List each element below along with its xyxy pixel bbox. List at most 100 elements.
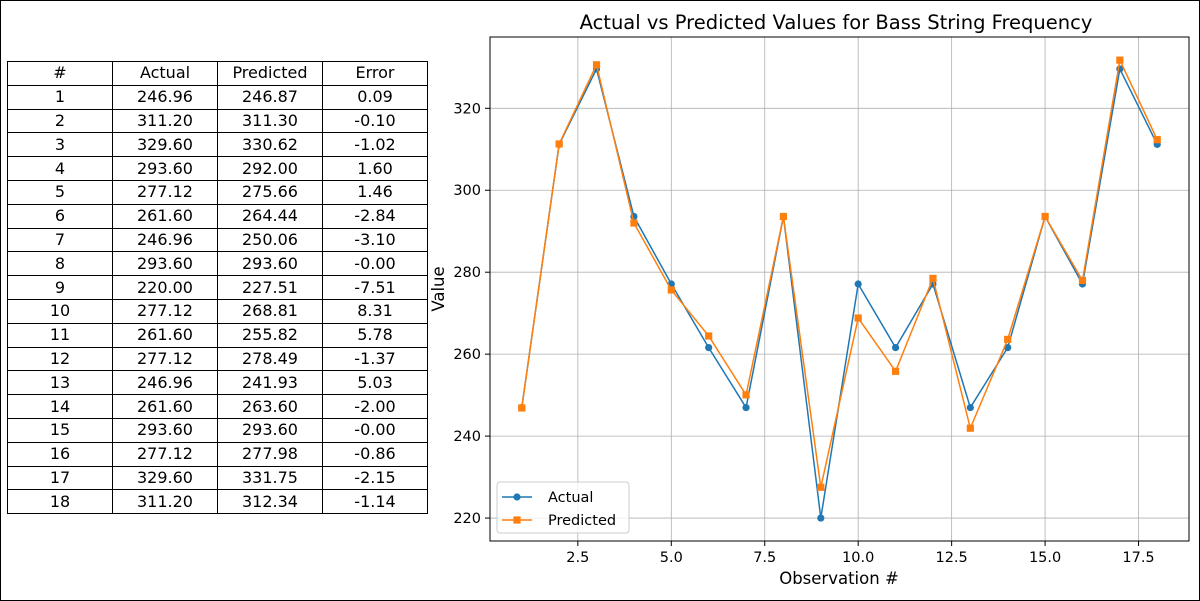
table-row: 7 246.96 250.06 -3.10 (7, 227, 428, 253)
legend-label-predicted: Predicted (548, 513, 616, 529)
cell-error: 5.03 (322, 370, 428, 396)
cell-index: 18 (7, 489, 113, 515)
cell-predicted: 241.93 (217, 370, 323, 396)
cell-predicted: 278.49 (217, 346, 323, 372)
data-point-predicted (592, 61, 601, 69)
data-point-actual (742, 403, 750, 412)
cell-index: 17 (7, 465, 113, 491)
cell-predicted: 275.66 (217, 179, 323, 205)
cell-predicted: 330.62 (217, 132, 323, 158)
header-actual: Actual (112, 61, 218, 86)
cell-actual: 277.12 (112, 179, 218, 205)
table-row: 3 329.60 330.62 -1.02 (7, 132, 428, 158)
cell-predicted: 255.82 (217, 322, 323, 348)
table-row: 16 277.12 277.98 -0.86 (7, 441, 428, 467)
chart-title: Actual vs Predicted Values for Bass Stri… (580, 11, 1093, 34)
cell-index: 10 (7, 298, 113, 324)
legend: Actual Predicted (496, 481, 630, 534)
cell-error: -0.86 (322, 441, 428, 467)
cell-index: 13 (7, 370, 113, 396)
y-tick-label: 320 (453, 101, 481, 117)
data-point-predicted (929, 274, 937, 282)
x-axis-label: Observation # (779, 569, 899, 588)
cell-actual: 293.60 (112, 156, 218, 181)
cell-error: -3.10 (322, 227, 428, 253)
cell-predicted: 277.98 (217, 441, 323, 467)
x-tick-label: 17.5 (1122, 550, 1154, 566)
cell-predicted: 292.00 (217, 156, 323, 181)
cell-actual: 261.60 (112, 394, 218, 419)
plot-area (489, 36, 1190, 542)
data-point-predicted (817, 483, 825, 491)
legend-marker-predicted (513, 516, 521, 524)
cell-error: 0.09 (322, 84, 428, 110)
cell-actual: 261.60 (112, 203, 218, 229)
data-point-predicted (891, 367, 900, 375)
data-point-actual (1004, 343, 1012, 352)
cell-actual: 311.20 (112, 489, 218, 515)
data-point-actual (854, 280, 862, 288)
data-point-predicted (1078, 276, 1087, 285)
table-header-row: # Actual Predicted Error (7, 61, 428, 86)
data-point-actual (705, 343, 713, 352)
cell-predicted: 264.44 (217, 203, 323, 229)
cell-predicted: 293.60 (217, 417, 323, 443)
cell-actual: 246.96 (112, 227, 218, 253)
cell-index: 4 (7, 156, 113, 181)
data-point-actual (817, 514, 825, 522)
table-row: 14 261.60 263.60 -2.00 (7, 394, 428, 419)
table-row: 2 311.20 311.30 -0.10 (7, 108, 428, 134)
series-line-actual (521, 66, 1158, 519)
data-point-actual (891, 343, 900, 352)
cell-error: 1.60 (322, 156, 428, 181)
cell-index: 8 (7, 251, 113, 277)
y-tick-label: 240 (453, 429, 481, 445)
legend-label-actual: Actual (548, 490, 593, 506)
data-point-predicted (1116, 56, 1124, 64)
cell-index: 6 (7, 203, 113, 229)
cell-error: -1.02 (322, 132, 428, 158)
y-tick-label: 300 (453, 183, 481, 199)
cell-index: 3 (7, 132, 113, 158)
cell-actual: 220.00 (112, 275, 218, 300)
series-line-predicted (521, 57, 1158, 488)
cell-predicted: 311.30 (217, 108, 323, 134)
data-point-predicted (630, 219, 638, 227)
cell-error: -0.10 (322, 108, 428, 134)
table-row: 15 293.60 293.60 -0.00 (7, 417, 428, 443)
data-point-predicted (667, 286, 675, 294)
table-row: 8 293.60 293.60 -0.00 (7, 251, 428, 277)
table-row: 17 329.60 331.75 -2.15 (7, 465, 428, 491)
data-point-actual (966, 403, 974, 412)
data-point-predicted (1153, 136, 1161, 144)
x-tick-label: 5.0 (660, 550, 683, 566)
cell-predicted: 263.60 (217, 394, 323, 419)
cell-index: 12 (7, 346, 113, 372)
x-tick-label: 12.5 (935, 550, 967, 566)
legend-marker-actual (513, 493, 521, 501)
table-row: 4 293.60 292.00 1.60 (7, 156, 428, 181)
cell-predicted: 250.06 (217, 227, 323, 253)
data-point-predicted (1041, 212, 1049, 221)
table-row: 6 261.60 264.44 -2.84 (7, 203, 428, 229)
cell-actual: 277.12 (112, 298, 218, 324)
cell-error: 1.46 (322, 179, 428, 205)
cell-actual: 311.20 (112, 108, 218, 134)
data-point-predicted (854, 314, 862, 322)
data-point-predicted (1004, 335, 1012, 343)
data-point-predicted (779, 212, 788, 221)
cell-error: 8.31 (322, 298, 428, 324)
cell-error: -2.84 (322, 203, 428, 229)
x-tick-label: 7.5 (753, 550, 776, 566)
cell-error: -1.14 (322, 489, 428, 515)
table-row: 9 220.00 227.51 -7.51 (7, 275, 428, 300)
data-table: # Actual Predicted Error 1 246.96 246.87 0.… (7, 61, 428, 515)
data-point-predicted (705, 332, 713, 340)
cell-error: -0.00 (322, 417, 428, 443)
cell-error: -0.00 (322, 251, 428, 277)
y-tick-label: 260 (453, 347, 481, 363)
cell-predicted: 227.51 (217, 275, 323, 300)
cell-index: 14 (7, 394, 113, 419)
cell-actual: 277.12 (112, 441, 218, 467)
